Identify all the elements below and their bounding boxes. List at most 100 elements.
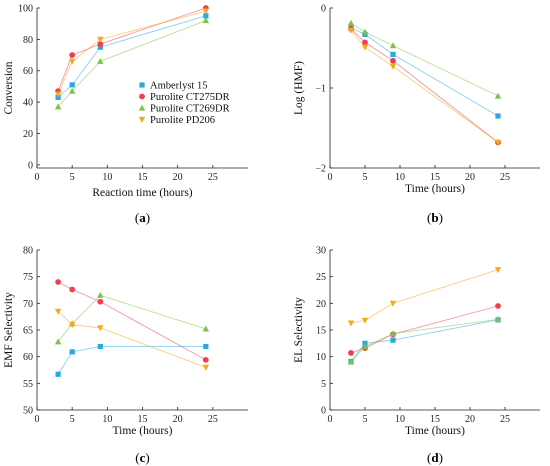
- series-line-purolite-ct269dr: [57, 20, 206, 108]
- data-point-amberlyst-15: [203, 13, 209, 19]
- x-tick-label: 25: [208, 414, 218, 425]
- y-tick-label: 5: [321, 379, 326, 390]
- data-point-purolite-ct269dr: [494, 92, 502, 99]
- y-tick-label: 80: [23, 246, 33, 257]
- x-tick-label: 5: [363, 172, 368, 183]
- series-line-amberlyst-15: [57, 15, 206, 98]
- series-line-purolite-pd206: [350, 30, 499, 143]
- x-tick-label: 15: [138, 172, 148, 183]
- x-tick-label: 5: [70, 172, 75, 183]
- x-tick-label: 20: [465, 414, 475, 425]
- y-tick-label: 80: [23, 35, 33, 46]
- x-tick-label: 10: [102, 414, 112, 425]
- y-tick-label: 30: [316, 246, 326, 257]
- data-point-purolite-pd206: [347, 27, 355, 34]
- data-point-amberlyst-15: [97, 44, 103, 50]
- data-point-purolite-pd206: [361, 317, 369, 324]
- y-axis-label: Log (HMF): [293, 61, 305, 115]
- y-tick-label: −1: [315, 84, 326, 95]
- data-point-purolite-ct275dr: [69, 52, 76, 58]
- data-point-purolite-pd206: [68, 322, 76, 329]
- x-tick-label: 15: [430, 172, 440, 183]
- data-point-purolite-ct269dr: [347, 19, 355, 26]
- data-point-purolite-ct269dr: [97, 291, 104, 298]
- data-point-purolite-pd206: [202, 8, 209, 15]
- x-tick-label: 10: [102, 172, 112, 183]
- x-axis-label: Reaction time (hours): [92, 187, 192, 199]
- series-line-purolite-pd206: [57, 10, 206, 95]
- x-tick-label: 25: [500, 414, 510, 425]
- x-tick-label: 20: [173, 414, 183, 425]
- x-tick-label: 20: [465, 172, 475, 183]
- data-point-purolite-ct269dr: [494, 315, 502, 322]
- data-point-purolite-ct269dr: [361, 28, 369, 35]
- x-tick-label: 5: [363, 414, 368, 425]
- y-tick-label: 60: [23, 352, 33, 363]
- legend-marker-amberlyst-15: [139, 82, 145, 88]
- y-tick-label: 100: [18, 4, 33, 15]
- y-tick-label: 55: [23, 379, 33, 390]
- x-tick-label: 0: [35, 172, 40, 183]
- legend-label-purolite-pd206: Purolite PD206: [150, 115, 215, 126]
- y-axis-label: Conversion: [3, 61, 15, 114]
- panel-label: (c): [135, 450, 149, 465]
- data-point-purolite-pd206: [389, 63, 397, 70]
- x-tick-label: 15: [430, 414, 440, 425]
- legend-marker-purolite-ct269dr: [138, 104, 146, 111]
- data-point-amberlyst-15: [97, 343, 103, 350]
- data-point-purolite-pd206: [54, 91, 62, 98]
- series-line-purolite-ct275dr: [350, 305, 499, 354]
- data-point-purolite-pd206: [361, 44, 369, 51]
- series-line-purolite-ct269dr: [350, 318, 499, 363]
- data-point-purolite-ct275dr: [97, 298, 104, 305]
- x-tick-label: 5: [70, 414, 75, 425]
- y-tick-label: 25: [316, 272, 326, 283]
- data-point-purolite-ct275dr: [495, 303, 501, 309]
- y-tick-label: 15: [316, 326, 326, 337]
- y-tick-label: 75: [23, 272, 33, 283]
- data-point-purolite-pd206: [97, 325, 104, 332]
- series-line-amberlyst-15: [350, 319, 499, 362]
- y-tick-label: 20: [316, 299, 326, 310]
- data-point-amberlyst-15: [69, 82, 75, 88]
- x-axis-label: Time (hours): [113, 425, 173, 437]
- x-tick-label: 20: [173, 172, 183, 183]
- data-point-purolite-ct269dr: [68, 87, 76, 94]
- x-tick-label: 25: [500, 172, 510, 183]
- data-point-amberlyst-15: [203, 343, 209, 350]
- series-line-purolite-ct275dr: [350, 28, 499, 143]
- y-axis-label: EMF Selectivity: [3, 292, 15, 368]
- data-point-purolite-ct275dr: [390, 57, 396, 64]
- panel-label: (b): [427, 210, 443, 225]
- data-point-purolite-ct269dr: [54, 103, 62, 110]
- x-tick-label: 10: [395, 172, 405, 183]
- data-point-amberlyst-15: [390, 337, 396, 343]
- series-line-purolite-ct269dr: [350, 22, 499, 97]
- series-line-amberlyst-15: [57, 346, 206, 375]
- data-point-purolite-ct269dr: [202, 325, 209, 332]
- y-tick-label: 60: [23, 66, 33, 77]
- data-point-purolite-ct269dr: [361, 343, 369, 350]
- y-tick-label: 70: [23, 299, 33, 310]
- data-point-purolite-ct275dr: [362, 39, 368, 46]
- data-point-purolite-ct269dr: [202, 17, 209, 24]
- x-tick-label: 0: [328, 172, 333, 183]
- x-tick-label: 25: [208, 172, 218, 183]
- y-tick-label: 10: [316, 352, 326, 363]
- series-line-amberlyst-15: [350, 27, 499, 117]
- y-tick-label: 0: [321, 406, 326, 417]
- y-axis-label: EL Selectivity: [293, 297, 305, 363]
- data-point-purolite-ct275dr: [55, 279, 61, 285]
- data-point-purolite-pd206: [97, 36, 104, 43]
- chart-panel-d: 0 5 10 15 20 25 0 5 10 15 20 25 30 Time (hours) EL Sel…: [293, 246, 540, 465]
- data-point-purolite-ct275dr: [348, 350, 354, 356]
- x-axis-label: Time (hours): [405, 425, 465, 437]
- data-point-amberlyst-15: [495, 113, 501, 119]
- y-tick-label: 20: [23, 129, 33, 140]
- data-point-purolite-pd206: [202, 364, 209, 371]
- series-line-purolite-pd206: [350, 269, 499, 324]
- y-tick-label: 65: [23, 326, 33, 337]
- data-point-purolite-ct275dr: [69, 286, 76, 293]
